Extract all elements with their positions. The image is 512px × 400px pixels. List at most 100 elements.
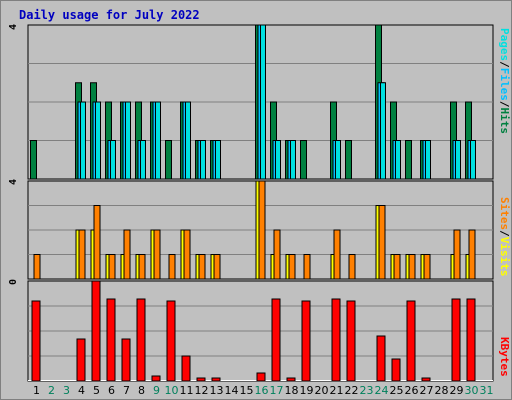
bar-sites-day-26 [408, 254, 416, 280]
bar-pages-day-5 [95, 101, 101, 180]
bar-pages-day-12 [200, 140, 206, 180]
bar-sites-day-24 [378, 205, 386, 280]
x-tick-label-day-6: 6 [108, 384, 115, 397]
legend-kbytes: KBytes [498, 337, 511, 377]
x-tick-label-day-26: 26 [405, 384, 419, 397]
legend-middle: Sites/Visits [498, 197, 511, 277]
x-tick-label-day-7: 7 [123, 384, 130, 397]
bar-sites-day-27 [423, 254, 431, 280]
bar-pages-day-29 [455, 140, 461, 180]
bar-pages-day-8 [140, 140, 146, 180]
bar-kbytes-day-9 [151, 375, 161, 382]
bar-sites-day-17 [273, 229, 281, 280]
bar-pages-day-17 [275, 140, 281, 180]
legend-hits: Hits [498, 107, 511, 135]
x-tick-label-day-22: 22 [345, 384, 359, 397]
bar-sites-day-1 [33, 254, 41, 280]
x-tick-label-day-24: 24 [375, 384, 389, 397]
bar-kbytes-day-1 [31, 300, 41, 382]
bar-kbytes-day-12 [196, 377, 206, 382]
bar-kbytes-day-8 [136, 298, 146, 382]
bar-kbytes-day-5 [91, 280, 101, 382]
legend-separator: / [498, 100, 511, 108]
bar-kbytes-day-21 [331, 298, 341, 382]
legend-files: Files [498, 67, 511, 101]
bar-sites-day-8 [138, 254, 146, 280]
bar-kbytes-day-25 [391, 358, 401, 382]
x-tick-label-day-3: 3 [63, 384, 70, 397]
x-tick-label-day-12: 12 [195, 384, 209, 397]
bar-pages-day-16 [260, 24, 266, 180]
bar-hits-day-22 [345, 140, 352, 180]
bar-kbytes-day-18 [286, 377, 296, 382]
bar-sites-day-21 [333, 229, 341, 280]
bar-pages-day-6 [110, 140, 116, 180]
x-tick-label-day-8: 8 [138, 384, 145, 397]
bar-pages-day-18 [290, 140, 296, 180]
legend-pages: Pages [498, 28, 511, 62]
bar-hits-day-1 [30, 140, 37, 180]
bar-pages-day-9 [155, 101, 161, 180]
bar-pages-day-27 [425, 140, 431, 180]
bar-sites-day-4 [78, 229, 86, 280]
x-tick-label-day-14: 14 [225, 384, 239, 397]
legend-separator: / [498, 230, 511, 237]
x-tick-label-day-5: 5 [93, 384, 100, 397]
x-tick-label-day-13: 13 [210, 384, 224, 397]
bar-sites-day-6 [108, 254, 116, 280]
bar-pages-day-7 [125, 101, 131, 180]
x-tick-label-day-15: 15 [240, 384, 254, 397]
bar-kbytes-day-29 [451, 298, 461, 382]
bar-pages-day-21 [335, 140, 341, 180]
legend-visits: Visits [498, 236, 511, 277]
bar-kbytes-day-30 [466, 298, 476, 382]
x-tick-label-day-23: 23 [360, 384, 374, 397]
bar-kbytes-day-22 [346, 300, 356, 382]
bar-kbytes-day-6 [106, 298, 116, 382]
bottom-axis-max-label: 0 [8, 279, 19, 286]
x-tick-label-day-1: 1 [33, 384, 40, 397]
x-tick-label-day-29: 29 [450, 384, 464, 397]
bar-sites-day-18 [288, 254, 296, 280]
bar-sites-day-22 [348, 254, 356, 280]
bar-sites-day-12 [198, 254, 206, 280]
bar-sites-day-9 [153, 229, 161, 280]
legend-sites: Sites [498, 197, 511, 231]
bar-kbytes-day-7 [121, 338, 131, 382]
bar-kbytes-day-26 [406, 300, 416, 382]
bar-pages-day-24 [380, 82, 386, 180]
bar-kbytes-day-27 [421, 377, 431, 382]
legend-bottom: KBytes [498, 337, 511, 377]
bar-pages-day-13 [215, 140, 221, 180]
x-tick-label-day-17: 17 [270, 384, 284, 397]
bar-kbytes-day-24 [376, 335, 386, 382]
bar-pages-day-11 [185, 101, 191, 180]
top-axis-max-label: 4 [8, 24, 19, 31]
bar-kbytes-day-4 [76, 338, 86, 382]
bar-kbytes-day-16 [256, 372, 266, 382]
bar-sites-day-13 [213, 254, 221, 280]
middle-axis-max-label: 4 [8, 179, 19, 186]
bar-pages-day-25 [395, 140, 401, 180]
bar-kbytes-day-11 [181, 355, 191, 382]
x-tick-label-day-27: 27 [420, 384, 434, 397]
x-tick-label-day-9: 9 [153, 384, 160, 397]
x-tick-label-day-19: 19 [300, 384, 314, 397]
bar-kbytes-day-10 [166, 300, 176, 382]
bar-sites-day-11 [183, 229, 191, 280]
bar-hits-day-19 [300, 140, 307, 180]
bar-sites-day-7 [123, 229, 131, 280]
legend-top: Pages/Files/Hits [498, 28, 511, 135]
x-tick-label-day-4: 4 [78, 384, 85, 397]
x-tick-label-day-25: 25 [390, 384, 404, 397]
bar-sites-day-10 [168, 254, 176, 280]
x-tick-label-day-10: 10 [165, 384, 179, 397]
x-tick-label-day-2: 2 [48, 384, 55, 397]
x-tick-label-day-16: 16 [255, 384, 269, 397]
bar-sites-day-30 [468, 229, 476, 280]
x-tick-label-day-31: 31 [480, 384, 494, 397]
bar-hits-day-10 [165, 140, 172, 180]
x-tick-label-day-11: 11 [180, 384, 194, 397]
